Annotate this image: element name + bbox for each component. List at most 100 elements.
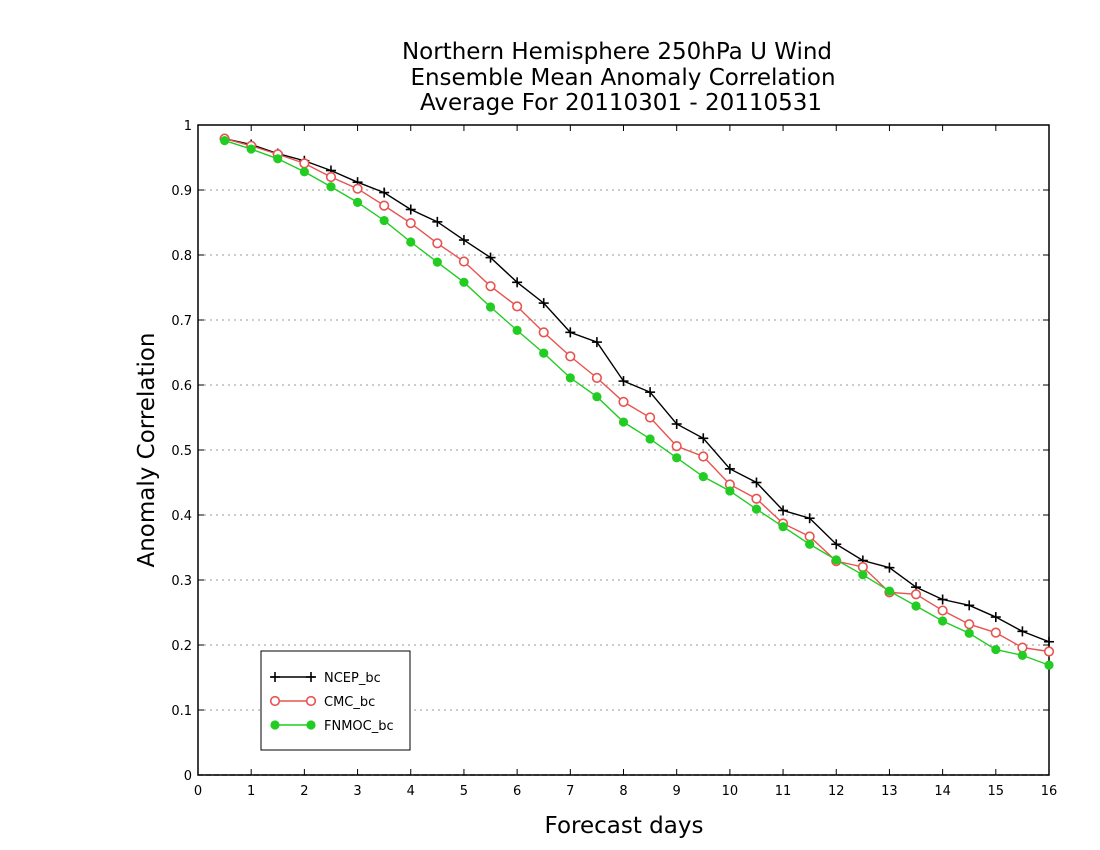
legend-entry-FNMOC_bc: FNMOC_bc (270, 719, 394, 734)
y-tick-label-10: 1 (184, 119, 192, 134)
point-FNMOC_bc-12 (539, 348, 549, 358)
point-FNMOC_bc-14 (592, 392, 602, 402)
point-FNMOC_bc-26 (911, 601, 921, 611)
point-FNMOC_bc-27 (938, 616, 948, 626)
point-CMC_bc-29 (990, 627, 1001, 638)
point-FNMOC_bc-16 (645, 434, 655, 444)
point-CMC_bc-12 (538, 327, 549, 338)
point-NCEP_bc-30 (1017, 626, 1028, 637)
point-FNMOC_bc-30 (1017, 650, 1028, 661)
legend-entry-NCEP_bc: NCEP_bc (270, 671, 381, 686)
point-FNMOC_bc-19 (725, 486, 735, 496)
y-tick-label-6: 0.6 (171, 379, 192, 394)
point-NCEP_bc-22 (804, 513, 815, 524)
title-line-1: Northern Hemisphere 250hPa U Wind (402, 39, 832, 65)
point-NCEP_bc-12 (538, 298, 549, 309)
legend-entry-CMC_bc: CMC_bc (269, 695, 375, 710)
series-line-FNMOC_bc (224, 139, 1050, 666)
point-NCEP_bc-18 (698, 433, 709, 444)
point-CMC_bc-9 (458, 256, 470, 267)
point-CMC_bc-27 (937, 605, 948, 616)
point-FNMOC_bc-24 (858, 570, 868, 580)
point-FNMOC_bc-28 (964, 628, 974, 638)
point-NCEP_bc-23 (831, 539, 842, 550)
point-CMC_bc-7 (405, 218, 416, 229)
x-tick-label-1: 1 (247, 784, 255, 799)
point-NCEP_bc-29 (990, 612, 1001, 623)
x-tick-label-6: 6 (513, 784, 521, 799)
point-NCEP_bc-16 (645, 387, 656, 398)
point-NCEP_bc-20 (751, 477, 762, 488)
point-CMC_bc-26 (910, 589, 922, 600)
point-CMC_bc-4 (325, 171, 337, 183)
point-NCEP_bc-13 (565, 327, 576, 338)
series-FNMOC_bc (219, 136, 1054, 670)
x-tick-label-10: 10 (722, 784, 739, 799)
legend-marker-end-NCEP_bc (306, 672, 316, 682)
point-CMC_bc-16 (644, 412, 656, 423)
y-tick-label-4: 0.4 (171, 509, 192, 524)
point-CMC_bc-5 (352, 183, 363, 194)
y-tick-label-9: 0.9 (171, 184, 192, 199)
title-line-2: Ensemble Mean Anomaly Correlation (410, 65, 835, 91)
point-FNMOC_bc-8 (432, 257, 442, 267)
point-CMC_bc-6 (379, 200, 390, 211)
legend: NCEP_bc CMC_bc FNMOC_bc (260, 650, 411, 751)
x-axis-label: Forecast days (545, 813, 704, 839)
point-CMC_bc-31 (1043, 646, 1055, 657)
axis-ticks: 0 1 2 3 4 5 6 7 8 9 10 11 12 13 14 15 1600.10.20.30.40.5… (171, 119, 1057, 799)
point-NCEP_bc-27 (937, 594, 948, 605)
y-axis-label: Anomaly Correlation (134, 332, 160, 567)
point-CMC_bc-13 (565, 351, 576, 362)
point-FNMOC_bc-5 (352, 197, 363, 207)
series-CMC_bc (219, 133, 1055, 657)
point-FNMOC_bc-15 (618, 417, 629, 427)
point-NCEP_bc-8 (432, 216, 443, 227)
point-FNMOC_bc-9 (459, 277, 469, 287)
point-CMC_bc-15 (618, 396, 629, 408)
point-FNMOC_bc-31 (1044, 660, 1054, 670)
point-FNMOC_bc-2 (273, 154, 283, 164)
point-CMC_bc-28 (964, 619, 975, 630)
series-NCEP_bc (219, 133, 1054, 647)
x-tick-label-0: 0 (194, 784, 202, 799)
title-line-3: Average For 20110301 - 20110531 (420, 90, 822, 116)
x-tick-label-3: 3 (353, 784, 361, 799)
point-NCEP_bc-10 (485, 252, 496, 263)
point-NCEP_bc-21 (778, 505, 789, 516)
point-FNMOC_bc-6 (379, 215, 389, 226)
point-CMC_bc-11 (512, 301, 523, 312)
chart-title: Northern Hemisphere 250hPa U Wind Ensemb… (402, 39, 836, 116)
series-layer (219, 133, 1055, 670)
point-FNMOC_bc-17 (672, 453, 682, 463)
point-FNMOC_bc-18 (698, 472, 708, 482)
series-line-NCEP_bc (224, 137, 1050, 643)
y-tick-label-1: 0.1 (171, 704, 192, 719)
point-FNMOC_bc-13 (565, 373, 575, 383)
legend-label-NCEP_bc: NCEP_bc (324, 671, 381, 686)
legend-label-FNMOC_bc: FNMOC_bc (324, 719, 394, 734)
point-FNMOC_bc-20 (751, 504, 762, 514)
point-FNMOC_bc-7 (406, 237, 416, 247)
point-FNMOC_bc-21 (778, 522, 788, 532)
series-line-CMC_bc (224, 137, 1050, 653)
legend-marker-start-FNMOC_bc (270, 720, 280, 730)
point-NCEP_bc-14 (591, 337, 602, 348)
point-NCEP_bc-6 (379, 187, 390, 198)
y-tick-label-5: 0.5 (171, 444, 192, 459)
x-tick-label-4: 4 (407, 784, 415, 799)
point-FNMOC_bc-3 (299, 167, 309, 177)
point-CMC_bc-8 (432, 238, 443, 249)
point-FNMOC_bc-25 (884, 586, 895, 596)
x-tick-label-2: 2 (300, 784, 308, 799)
x-tick-label-16: 16 (1041, 784, 1058, 799)
point-FNMOC_bc-23 (831, 555, 841, 565)
legend-marker-end-FNMOC_bc (306, 720, 316, 730)
y-tick-label-7: 0.7 (171, 314, 192, 329)
point-NCEP_bc-11 (512, 277, 523, 288)
point-FNMOC_bc-22 (805, 539, 815, 549)
x-tick-label-12: 12 (828, 784, 845, 799)
y-tick-label-3: 0.3 (171, 574, 192, 589)
point-FNMOC_bc-10 (485, 302, 496, 312)
